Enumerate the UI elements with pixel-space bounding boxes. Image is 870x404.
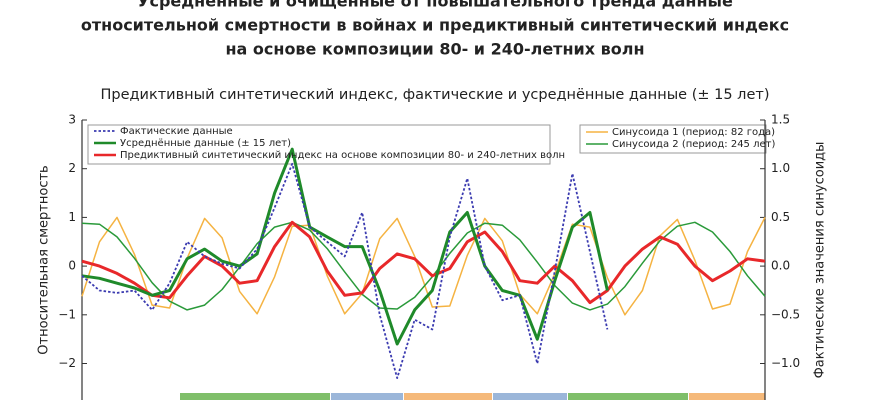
chart-title: относительной смертности в войнах и пред… [81,16,789,35]
legend-label: Фактические данные [120,126,233,137]
band [493,393,567,400]
legend-label: Синусоида 1 (период: 82 года) [612,127,775,138]
y2-tick-label: 0.5 [771,210,790,224]
y-tick-label: 1 [68,210,76,224]
y-tick-label: −2 [58,356,76,370]
y-axis-label: Относительная смертность [37,165,52,354]
series-line [81,221,766,311]
y2-tick-label: 1.0 [771,161,790,175]
y-tick-label: 3 [68,113,76,127]
band [689,393,765,400]
chart-subtitle: Предиктивный синтетический индекс, факти… [101,87,770,103]
y-tick-label: 2 [68,161,76,175]
legend-box [579,124,767,154]
legend-box [87,124,551,165]
y-tick-label: 0 [68,259,76,273]
legend-label: Усреднённые данные (± 15 лет) [120,138,291,149]
era-bands [180,393,765,400]
series-line [81,162,609,379]
chart-title: Усреднённые и очищенные от повышательног… [137,0,733,11]
y-tick-label: −1 [58,307,76,321]
y2-tick-label: 1.5 [771,113,790,127]
band [331,393,403,400]
y2-tick-label: 0.0 [771,259,790,273]
legend-label: Предиктивный синтетический индекс на осн… [120,150,565,161]
chart-title: на основе композиции 80- и 240-летних во… [225,40,644,59]
legend-label: Синусоида 2 (период: 245 лет) [612,139,775,150]
band [180,393,330,400]
band [404,393,492,400]
y2-axis-label: Фактические значения синусоиды [813,142,828,379]
series-line [81,147,609,346]
series-line [81,220,766,305]
series-line [81,216,766,316]
y2-tick-label: −0.5 [771,307,800,321]
y2-tick-label: −1.0 [771,356,800,370]
band [568,393,688,400]
